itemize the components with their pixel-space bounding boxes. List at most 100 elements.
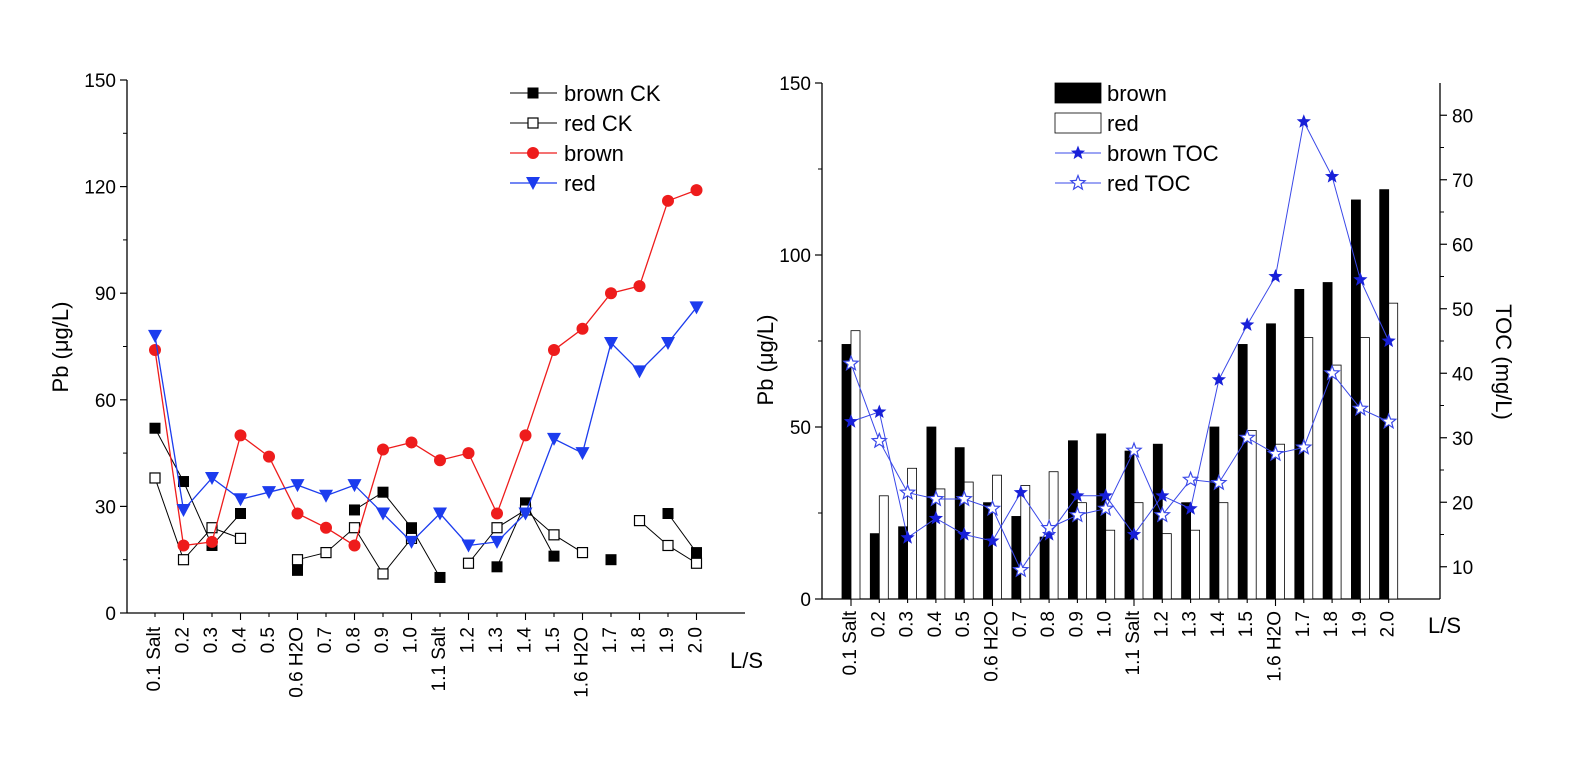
series-line (154, 307, 698, 547)
y2-axis-title: TOC (mg/L) (1491, 304, 1516, 420)
data-point (548, 550, 560, 562)
x-tick-label: 1.0 (1095, 611, 1116, 637)
data-point (177, 539, 190, 552)
bar (1190, 529, 1200, 600)
data-point (983, 499, 1002, 517)
legend-label: brown (1107, 81, 1167, 106)
data-point (690, 557, 703, 569)
legend-label: red (1107, 111, 1139, 136)
y2-tick-label: 30 (1452, 429, 1473, 450)
data-point (404, 535, 419, 549)
bar (1011, 516, 1022, 600)
legend-label: brown TOC (1107, 141, 1219, 166)
data-point (633, 280, 646, 293)
data-point (900, 530, 915, 544)
data-point (661, 336, 675, 350)
x-tick-label: 1.9 (1349, 611, 1370, 637)
data-point (1183, 501, 1198, 515)
bar (954, 447, 965, 600)
legend-marker (1070, 145, 1086, 160)
data-point (490, 535, 504, 549)
data-point (1323, 364, 1341, 381)
data-point (1181, 470, 1200, 488)
data-point (1240, 317, 1255, 331)
data-point (547, 432, 561, 446)
x-tick-label: 0.1 Salt (840, 610, 861, 675)
data-point (519, 429, 532, 442)
bar (1181, 502, 1191, 600)
bar (1020, 485, 1031, 600)
x-tick-label: 0.8 (344, 627, 365, 653)
x-tick-label: 2.0 (686, 627, 707, 653)
y-tick-label: 100 (779, 246, 811, 267)
x-tick-label: 0.4 (925, 611, 946, 638)
series-red (850, 302, 1399, 600)
bar (1237, 344, 1248, 600)
bar (1266, 323, 1276, 600)
data-point (433, 507, 447, 521)
data-point (234, 532, 247, 544)
data-point (957, 527, 972, 541)
x-tick-label: 1.4 (1208, 611, 1229, 638)
x-tick-label: 0.7 (315, 627, 336, 653)
legend-label: red TOC (1107, 171, 1191, 196)
legend: brown red brown TOC red TOC (1054, 81, 1219, 196)
y-axis-title: Pb (μg/L) (48, 302, 73, 393)
x-tick-label: 0.5 (953, 611, 974, 637)
data-point (1211, 372, 1226, 386)
bar (963, 481, 974, 600)
x-tick-label: 0.9 (372, 627, 393, 653)
x-tick-label: 1.2 (1151, 611, 1172, 637)
data-point (691, 547, 702, 559)
data-point (985, 533, 1000, 547)
data-point (927, 489, 945, 507)
x-tick-label: 1.2 (458, 627, 479, 653)
data-point (1040, 518, 1058, 536)
data-point (843, 414, 859, 428)
bar (1246, 430, 1257, 600)
bar (850, 330, 861, 600)
x-tick-label: 1.9 (657, 627, 678, 653)
series-line (354, 491, 441, 578)
data-point (1126, 527, 1142, 541)
legend: brown CK red CK brown red (510, 81, 661, 196)
legend-swatch (1054, 82, 1102, 104)
data-point (462, 447, 475, 460)
x-tick-label: 1.1 Salt (429, 626, 450, 691)
bar (1379, 189, 1390, 600)
x-tick-label: 0.5 (258, 627, 279, 653)
data-point (1353, 272, 1368, 286)
data-point (1325, 169, 1340, 183)
series-brown-CK (149, 422, 702, 583)
x-tick-label: 0.8 (1038, 611, 1059, 637)
x-tick-label: 0.2 (868, 611, 889, 637)
x-tick-label: 1.1 Salt (1123, 610, 1144, 675)
data-point (178, 476, 189, 488)
data-point (290, 479, 305, 493)
data-point (235, 508, 246, 520)
data-point (1210, 473, 1228, 491)
legend-swatch (1054, 112, 1102, 134)
data-point (548, 344, 560, 357)
legend-label: red CK (564, 111, 633, 136)
data-point (662, 508, 674, 520)
legend-marker (527, 147, 539, 159)
data-point (955, 489, 973, 507)
data-point (262, 486, 276, 500)
bar (878, 495, 889, 600)
data-point (348, 522, 361, 534)
bar (1209, 426, 1220, 600)
data-point (898, 483, 917, 500)
y2-tick-label: 60 (1452, 235, 1473, 256)
y2-tick-label: 10 (1452, 558, 1473, 579)
legend-label: red (564, 171, 596, 196)
data-point (520, 497, 531, 509)
data-point (348, 539, 361, 552)
data-point (376, 507, 390, 521)
bar (935, 488, 946, 600)
data-point (377, 443, 389, 456)
bar (1388, 302, 1399, 600)
y-tick-label: 150 (779, 74, 811, 95)
data-point (1380, 412, 1398, 430)
data-point (1153, 505, 1172, 523)
